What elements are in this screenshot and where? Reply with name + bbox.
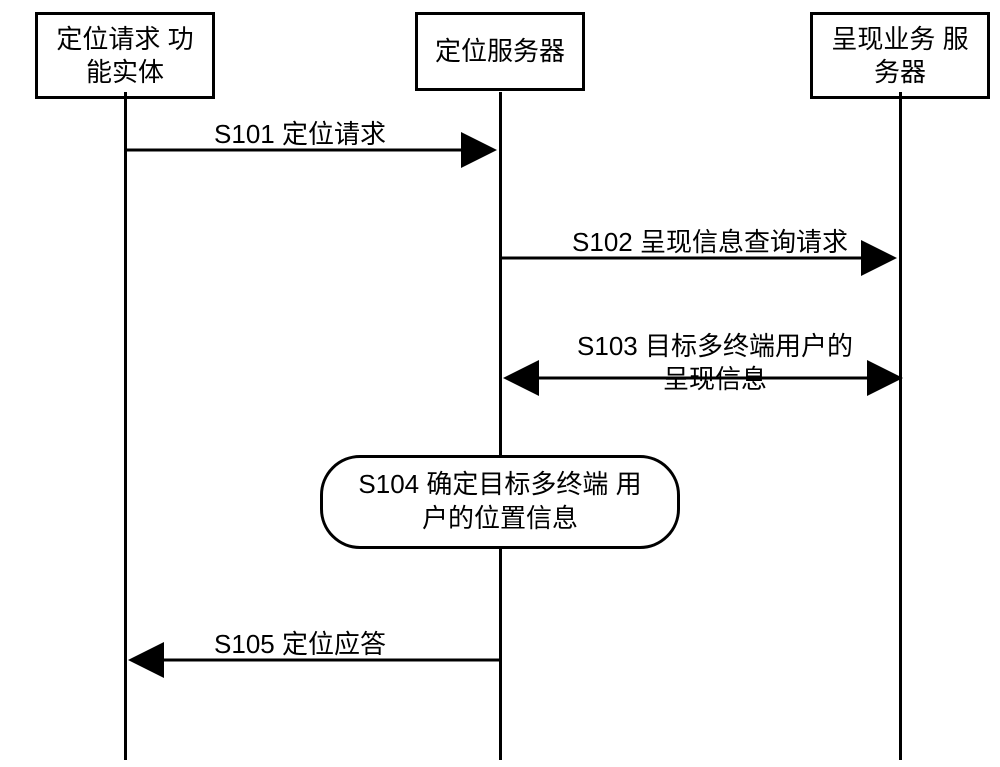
label-s102: S102 呈现信息查询请求: [540, 226, 880, 259]
activity-s104: S104 确定目标多终端 用户的位置信息: [320, 455, 680, 549]
activity-s104-label: S104 确定目标多终端 用户的位置信息: [358, 469, 641, 533]
sequence-diagram: 定位请求 功能实体 定位服务器 呈现业务 服务器: [0, 0, 1000, 767]
label-s103: S103 目标多终端用户的 呈现信息: [535, 330, 895, 395]
label-s105: S105 定位应答: [170, 628, 430, 661]
label-s101: S101 定位请求: [170, 118, 430, 151]
